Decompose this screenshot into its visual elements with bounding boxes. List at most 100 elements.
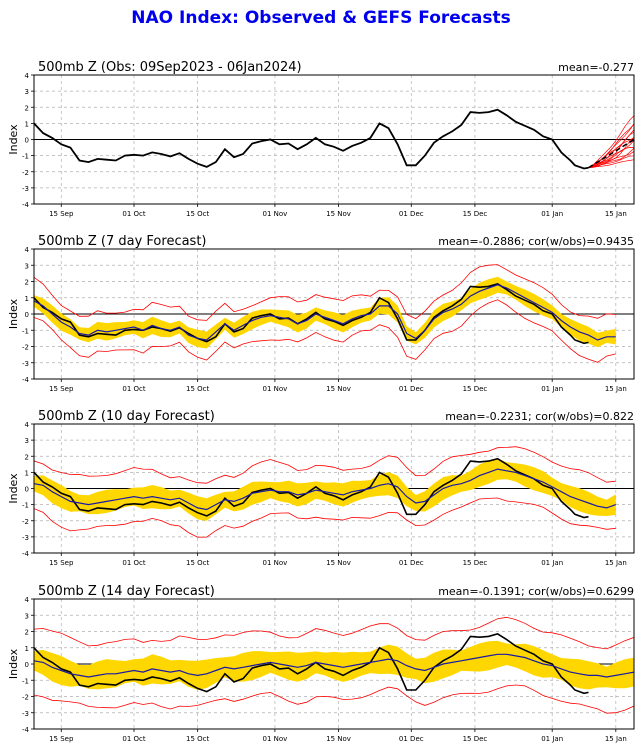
x-tick-label: 01 Oct (122, 735, 145, 743)
x-tick-label: 15 Nov (326, 210, 351, 218)
x-tick-label: 15 Oct (186, 735, 209, 743)
x-tick-label: 01 Nov (263, 210, 288, 218)
x-tick-label: 01 Jan (541, 559, 563, 567)
y-tick-label: 3 (25, 262, 29, 270)
ensemble-lower-bound-line (34, 684, 634, 714)
ensemble-lower-bound-line (34, 299, 616, 363)
ensemble-member-line (588, 129, 634, 169)
x-ticks: 15 Sep 01 Oct 15 Oct 01 Nov 15 Nov 01 Dec 15 D… (49, 729, 627, 743)
y-tick-label: -2 (22, 344, 29, 352)
y-tick-label: -1 (22, 502, 29, 510)
y-tick-label: 2 (25, 629, 29, 637)
ensemble-member-line (588, 131, 634, 169)
x-tick-label: 15 Jan (605, 210, 627, 218)
y-tick-label: -3 (22, 534, 29, 542)
y-tick-label: 0 (25, 137, 29, 145)
y-tick-label: -4 (22, 376, 30, 384)
x-tick-label: 01 Oct (122, 385, 145, 393)
y-tick-label: 0 (25, 486, 29, 494)
main-title: NAO Index: Observed & GEFS Forecasts (131, 8, 511, 28)
plot-area (34, 446, 617, 538)
x-tick-label: 15 Sep (49, 559, 74, 567)
ensemble-upper-bound-line (34, 616, 634, 650)
y-tick-label: 1 (25, 295, 29, 303)
y-ticks: -4 -3 -2 -1 0 1 2 3 4 (22, 246, 34, 384)
x-tick-label: 01 Dec (399, 559, 424, 567)
x-tick-label: 15 Dec (463, 385, 488, 393)
x-tick-label: 15 Dec (463, 735, 488, 743)
x-tick-label: 15 Sep (49, 385, 74, 393)
y-ticks: -4 -3 -2 -1 0 1 2 3 4 (22, 421, 34, 558)
ensemble-spread-band (34, 276, 616, 349)
y-tick-label: 2 (25, 104, 29, 112)
observed-line (34, 108, 589, 170)
forecast-mean-line (34, 653, 634, 678)
y-tick-label: -1 (22, 677, 29, 685)
y-tick-label: 2 (25, 279, 29, 287)
y-tick-label: 4 (25, 596, 30, 604)
panel-title: 500mb Z (Obs: 09Sep2023 - 06Jan2024) (38, 60, 302, 75)
x-tick-label: 15 Sep (49, 210, 74, 218)
x-tick-label: 01 Dec (399, 210, 424, 218)
x-ticks: 15 Sep 01 Oct 15 Oct 01 Nov 15 Nov 01 Dec 15 D… (49, 204, 627, 218)
y-tick-label: 1 (25, 120, 29, 128)
x-tick-label: 15 Nov (326, 385, 351, 393)
y-tick-label: -4 (22, 201, 30, 209)
x-tick-label: 15 Dec (463, 559, 488, 567)
x-tick-label: 01 Jan (541, 210, 563, 218)
y-tick-label: 4 (25, 72, 30, 80)
y-tick-label: 2 (25, 453, 29, 461)
ensemble-member-line (588, 159, 634, 169)
y-tick-label: -2 (22, 169, 29, 177)
plot-area (34, 264, 616, 363)
ensemble-mean-line (588, 138, 634, 169)
ensemble-upper-bound-line (34, 264, 616, 321)
y-tick-label: 4 (25, 421, 30, 429)
y-tick-label: 3 (25, 612, 29, 620)
x-tick-label: 01 Jan (541, 735, 563, 743)
panel-stat: mean=-0.2886; cor(w/obs)=0.9435 (438, 235, 634, 248)
y-tick-label: 4 (25, 246, 30, 254)
y-tick-label: -2 (22, 518, 29, 526)
x-tick-label: 15 Oct (186, 559, 209, 567)
y-tick-label: 0 (25, 311, 29, 319)
x-tick-label: 01 Jan (541, 385, 563, 393)
observed-line (34, 457, 589, 519)
x-tick-label: 15 Nov (326, 559, 351, 567)
ensemble-upper-bound-line (34, 446, 616, 484)
panel-title: 500mb Z (14 day Forecast) (38, 584, 215, 599)
forecast-mean-line (34, 284, 616, 341)
x-tick-label: 15 Jan (605, 559, 627, 567)
ensemble-lower-bound-line (34, 497, 616, 538)
x-tick-label: 01 Dec (399, 735, 424, 743)
y-axis-label: Index (7, 298, 20, 329)
x-ticks: 15 Sep 01 Oct 15 Oct 01 Nov 15 Nov 01 Dec 15 D… (49, 379, 627, 393)
y-tick-label: 1 (25, 469, 29, 477)
y-tick-label: 3 (25, 88, 29, 96)
y-tick-label: 0 (25, 661, 29, 669)
y-tick-label: 1 (25, 645, 29, 653)
y-tick-label: -4 (22, 726, 30, 734)
y-ticks: -4 -3 -2 -1 0 1 2 3 4 (22, 596, 34, 734)
ensemble-spread-band (34, 458, 616, 521)
x-tick-label: 01 Nov (263, 559, 288, 567)
x-tick-label: 01 Dec (399, 385, 424, 393)
x-ticks: 15 Sep 01 Oct 15 Oct 01 Nov 15 Nov 01 Dec 15 D… (49, 553, 627, 567)
plot-area (34, 616, 634, 714)
ensemble-member-line (588, 140, 634, 169)
y-tick-label: -1 (22, 153, 29, 161)
ensemble-member-line (588, 147, 634, 169)
x-tick-label: 01 Nov (263, 735, 288, 743)
y-axis-label: Index (7, 124, 20, 155)
observed-line (34, 283, 589, 345)
plot-area (34, 108, 634, 170)
y-tick-label: -3 (22, 185, 29, 193)
x-tick-label: 15 Oct (186, 385, 209, 393)
x-tick-label: 15 Jan (605, 735, 627, 743)
x-tick-label: 15 Jan (605, 385, 627, 393)
x-tick-label: 01 Oct (122, 210, 145, 218)
panel-title: 500mb Z (7 day Forecast) (38, 234, 207, 249)
